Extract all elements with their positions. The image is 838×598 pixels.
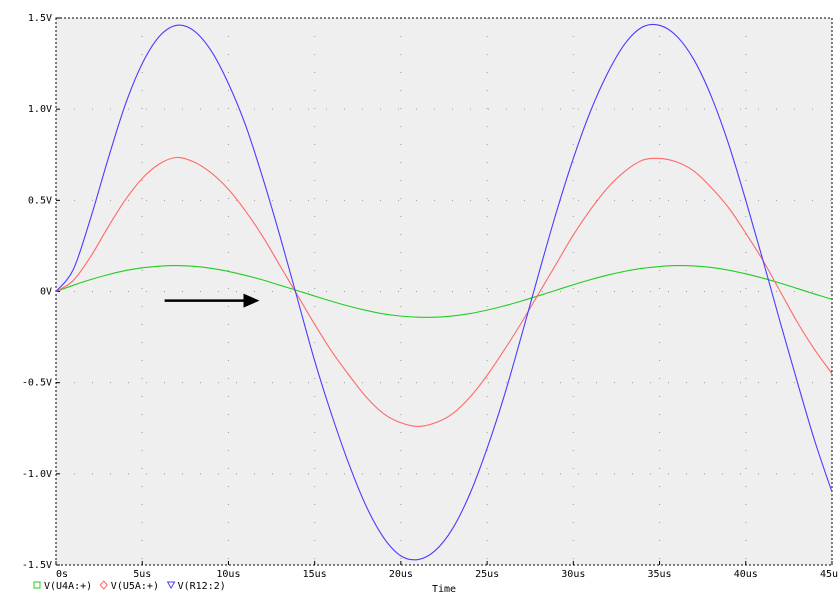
x-tick-label: 35us — [648, 569, 672, 580]
x-tick-label: 40us — [734, 569, 758, 580]
series-line-2 — [55, 156, 833, 427]
y-tick-label: 1.0V — [28, 104, 52, 115]
x-tick-label: 10us — [216, 569, 240, 580]
y-tick-label: 0V — [40, 287, 52, 298]
x-tick-label: 5us — [133, 569, 151, 580]
x-tick-label: 25us — [475, 569, 499, 580]
x-axis-ticks: 0s 5us 10us 15us 20us 25us 30us 35us 40us 45us — [55, 561, 838, 580]
x-tick-label: 0s — [56, 569, 68, 580]
series-line-3 — [55, 23, 833, 561]
series-line-1 — [55, 265, 833, 318]
legend-entry-3: V(R12:2) — [166, 581, 226, 592]
legend-square-marker — [33, 581, 41, 589]
x-tick-label: 20us — [389, 569, 413, 580]
series-lines — [55, 23, 833, 561]
legend-triangle-marker — [166, 581, 176, 589]
x-tick-label: 45us — [820, 569, 838, 580]
legend-diamond-marker — [99, 580, 108, 590]
y-axis-ticks: -1.5V -1.0V -0.5V 0V 0.5V 1.0V 1.5V — [22, 13, 60, 571]
legend-label: V(U4A:+) — [44, 581, 92, 592]
legend-entry-1: V(U4A:+) — [33, 581, 92, 592]
y-tick-label: 0.5V — [28, 195, 52, 206]
y-tick-label: -1.5V — [22, 560, 52, 571]
annotation-arrow-head — [243, 293, 260, 308]
y-tick-label: -0.5V — [22, 378, 52, 389]
x-axis-label: Time — [432, 584, 456, 595]
x-tick-label: 15us — [303, 569, 327, 580]
legend-label: V(U5A:+) — [111, 581, 159, 592]
legend-label: V(R12:2) — [178, 581, 226, 592]
annotations — [164, 293, 260, 308]
plot-area — [56, 18, 832, 565]
legend-entry-2: V(U5A:+) — [99, 580, 159, 592]
legend: V(U4A:+) V(U5A:+) V(R12:2) — [33, 580, 226, 592]
y-tick-label: -1.0V — [22, 469, 52, 480]
y-tick-label: 1.5V — [28, 13, 52, 24]
x-tick-label: 30us — [561, 569, 585, 580]
